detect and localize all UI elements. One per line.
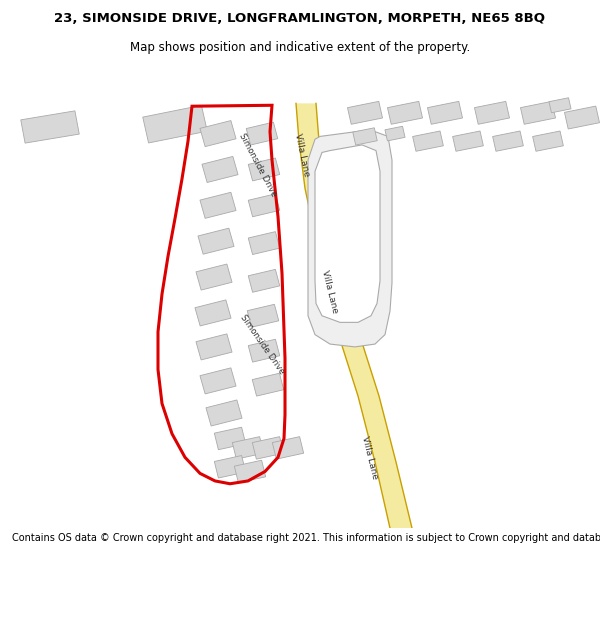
Text: Villa Lane: Villa Lane [361, 435, 380, 480]
Bar [206, 400, 242, 426]
Bar [247, 304, 279, 328]
Bar [196, 334, 232, 360]
Text: Villa Lane: Villa Lane [293, 133, 311, 178]
Bar [248, 232, 280, 254]
Bar [493, 131, 523, 151]
Bar [246, 122, 278, 145]
Bar [427, 101, 463, 124]
Bar [200, 121, 236, 147]
Bar [202, 156, 238, 182]
Bar [195, 300, 231, 326]
Bar [214, 456, 245, 478]
Bar [143, 106, 207, 143]
Bar [214, 428, 245, 450]
Polygon shape [308, 130, 392, 347]
Bar [520, 101, 556, 124]
Bar [347, 101, 383, 124]
Text: 23, SIMONSIDE DRIVE, LONGFRAMLINGTON, MORPETH, NE65 8BQ: 23, SIMONSIDE DRIVE, LONGFRAMLINGTON, MO… [55, 12, 545, 25]
Bar [413, 131, 443, 151]
Bar [253, 437, 284, 459]
Bar [232, 437, 263, 459]
Polygon shape [315, 145, 380, 322]
Bar [565, 106, 599, 129]
Text: Villa Lane: Villa Lane [320, 270, 340, 314]
Text: Simonside Drive: Simonside Drive [238, 131, 278, 198]
Bar [475, 101, 509, 124]
Bar [533, 131, 563, 151]
Polygon shape [296, 103, 412, 528]
Bar [248, 194, 280, 217]
Bar [353, 127, 377, 145]
Bar [198, 228, 234, 254]
Bar [272, 437, 304, 459]
Text: Map shows position and indicative extent of the property.: Map shows position and indicative extent… [130, 41, 470, 54]
Bar [196, 264, 232, 290]
Bar [452, 131, 484, 151]
Bar [200, 368, 236, 394]
Bar [248, 339, 280, 362]
Bar [252, 373, 284, 396]
Bar [200, 192, 236, 218]
Bar [248, 269, 280, 292]
Bar [21, 111, 79, 143]
Bar [385, 126, 405, 141]
Bar [549, 98, 571, 112]
Bar [388, 101, 422, 124]
Text: Contains OS data © Crown copyright and database right 2021. This information is : Contains OS data © Crown copyright and d… [12, 533, 600, 543]
Bar [248, 158, 280, 181]
Bar [235, 460, 266, 482]
Text: Simonside Drive: Simonside Drive [238, 312, 286, 376]
